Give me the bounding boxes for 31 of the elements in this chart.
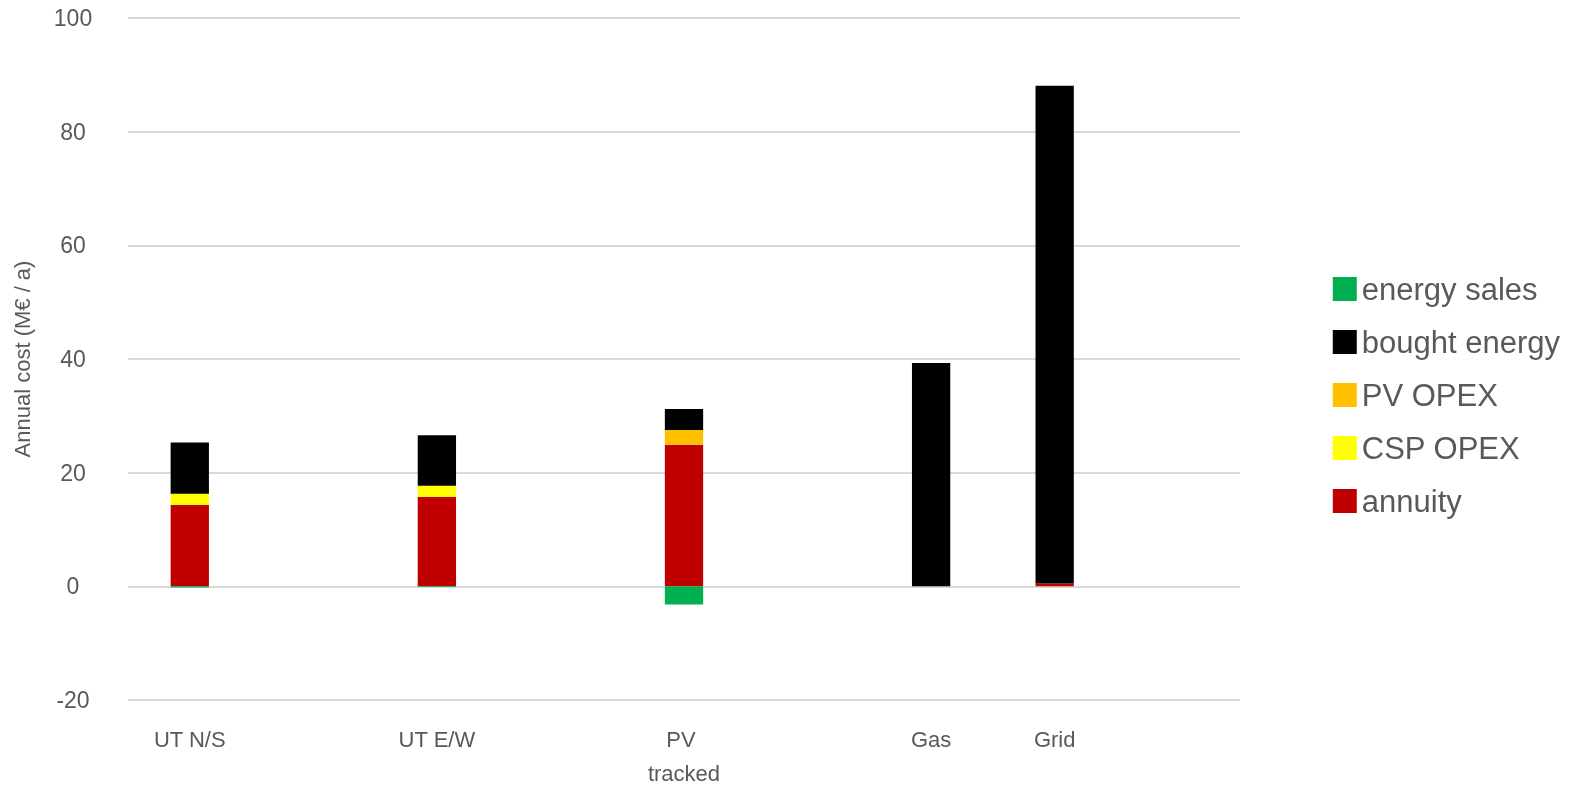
legend-label: PV OPEX [1361, 377, 1499, 413]
bar [170, 493, 209, 506]
y-tick-label: 40 [60, 346, 86, 372]
y-tick-label: 0 [66, 573, 80, 600]
y-axis-title: Annual cost (M€ / a) [9, 260, 35, 458]
bar [664, 444, 704, 587]
legend-label: bought energy [1361, 324, 1561, 360]
bar [664, 430, 704, 445]
legend-label: energy sales [1361, 271, 1538, 307]
bar [1035, 85, 1074, 584]
bar [170, 505, 209, 587]
bar [664, 409, 704, 431]
y-tick-label: 80 [60, 118, 86, 145]
legend-label: CSP OPEX [1361, 430, 1521, 466]
legend-label: annuity [1361, 483, 1463, 519]
x-tick-label: Gas [910, 726, 952, 752]
bar [1035, 583, 1074, 587]
x-tick-label: UT E/W [398, 726, 476, 752]
y-tick-label: 100 [53, 5, 93, 31]
bar [417, 497, 457, 587]
bar [170, 442, 209, 494]
bar [664, 586, 704, 605]
bar [417, 435, 457, 486]
x-tick-label: Grid [1033, 726, 1076, 752]
y-tick-label: 20 [60, 459, 86, 486]
bar [911, 362, 951, 587]
x-tick-label: PV tracked [647, 726, 721, 786]
bar [417, 485, 457, 498]
y-tick-label: 60 [60, 232, 86, 259]
y-tick-label: -20 [56, 687, 90, 713]
x-tick-label: UT N/S [153, 726, 226, 752]
